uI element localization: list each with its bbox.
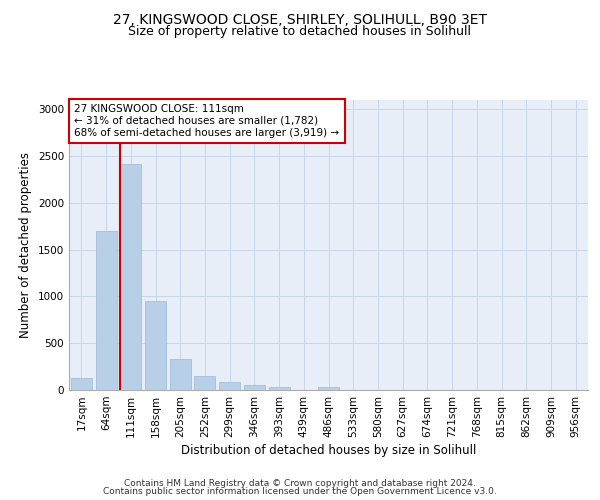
Bar <box>269 386 290 390</box>
Bar <box>145 301 166 390</box>
X-axis label: Distribution of detached houses by size in Solihull: Distribution of detached houses by size … <box>181 444 476 457</box>
Text: 27, KINGSWOOD CLOSE, SHIRLEY, SOLIHULL, B90 3ET: 27, KINGSWOOD CLOSE, SHIRLEY, SOLIHULL, … <box>113 12 487 26</box>
Text: Contains HM Land Registry data © Crown copyright and database right 2024.: Contains HM Land Registry data © Crown c… <box>124 478 476 488</box>
Text: 27 KINGSWOOD CLOSE: 111sqm
← 31% of detached houses are smaller (1,782)
68% of s: 27 KINGSWOOD CLOSE: 111sqm ← 31% of deta… <box>74 104 340 138</box>
Text: Size of property relative to detached houses in Solihull: Size of property relative to detached ho… <box>128 25 472 38</box>
Bar <box>318 387 339 390</box>
Bar <box>244 386 265 390</box>
Bar <box>95 231 116 390</box>
Bar <box>194 376 215 390</box>
Bar <box>219 382 240 390</box>
Bar <box>170 359 191 390</box>
Y-axis label: Number of detached properties: Number of detached properties <box>19 152 32 338</box>
Text: Contains public sector information licensed under the Open Government Licence v3: Contains public sector information licen… <box>103 487 497 496</box>
Bar <box>120 164 141 390</box>
Bar <box>71 378 92 390</box>
